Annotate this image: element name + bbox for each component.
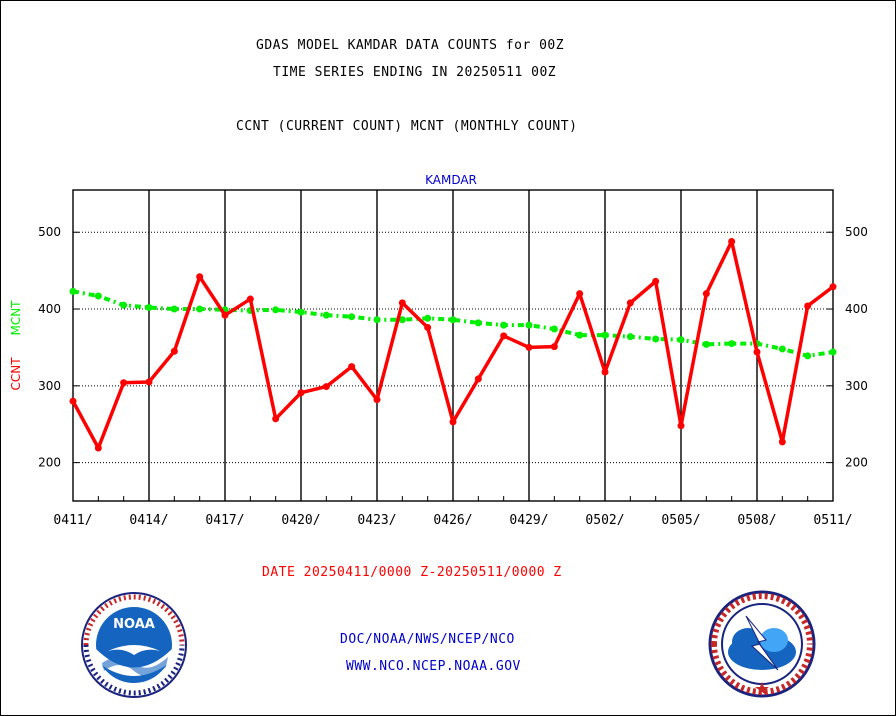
y-axis-labels: CCNT MCNT <box>9 300 23 391</box>
svg-text:NOAA: NOAA <box>113 617 155 632</box>
mcnt-point <box>145 303 153 311</box>
mcnt-point <box>69 287 77 295</box>
ccnt-point <box>170 347 178 355</box>
y-axis-label-ccnt: CCNT <box>9 357 23 391</box>
ccnt-point <box>69 397 77 405</box>
mcnt-point <box>829 348 837 356</box>
mcnt-point <box>297 308 305 316</box>
mcnt-point <box>550 325 558 333</box>
ccnt-point <box>576 290 584 298</box>
ccnt-point <box>221 311 229 319</box>
y-tick-label-left: 200 <box>38 456 61 470</box>
ccnt-point <box>120 379 128 387</box>
x-tick-label: 0411/ <box>53 513 92 528</box>
ccnt-point <box>94 444 102 452</box>
mcnt-point <box>652 335 660 343</box>
ccnt-point <box>145 378 153 386</box>
org-path-label: DOC/NOAA/NWS/NCEP/NCO <box>340 632 515 647</box>
ccnt-point <box>829 283 837 291</box>
x-tick-label: 0505/ <box>661 513 700 528</box>
national-weather-service-logo-icon <box>708 590 816 698</box>
y-axis-label-mcnt: MCNT <box>9 300 23 336</box>
ccnt-point <box>728 237 736 245</box>
x-tick-label: 0423/ <box>357 513 396 528</box>
mcnt-point <box>778 345 786 353</box>
mcnt-point <box>398 316 406 324</box>
ccnt-point <box>525 343 533 351</box>
ccnt-point <box>348 363 356 371</box>
mcnt-point <box>728 340 736 348</box>
chart-title-line1: GDAS MODEL KAMDAR DATA COUNTS for 00Z <box>256 38 565 53</box>
mcnt-point <box>272 306 280 314</box>
mcnt-point <box>626 333 634 341</box>
ccnt-point <box>449 418 457 426</box>
mcnt-point <box>449 316 457 324</box>
mcnt-point <box>500 321 508 329</box>
x-tick-label: 0502/ <box>585 513 624 528</box>
x-tick-label: 0426/ <box>433 513 472 528</box>
station-label: KAMDAR <box>425 173 477 187</box>
ccnt-point <box>500 332 508 340</box>
ccnt-point <box>398 299 406 307</box>
ccnt-point <box>677 422 685 430</box>
x-tick-label: 0508/ <box>737 513 776 528</box>
x-tick-label: 0511/ <box>813 513 852 528</box>
ccnt-point <box>702 290 710 298</box>
y-tick-label-left: 300 <box>38 379 61 393</box>
mcnt-point <box>702 340 710 348</box>
mcnt-point <box>348 313 356 321</box>
ccnt-point <box>196 273 204 281</box>
mcnt-point <box>196 305 204 313</box>
ccnt-point <box>373 396 381 404</box>
y-tick-label-right: 500 <box>845 225 868 239</box>
chart-title-line2: TIME SERIES ENDING IN 20250511 00Z <box>273 65 557 80</box>
ccnt-point <box>424 323 432 331</box>
ccnt-point <box>804 302 812 310</box>
x-tick-label: 0420/ <box>281 513 320 528</box>
mcnt-point <box>120 301 128 309</box>
plot-frame <box>72 189 834 502</box>
ccnt-point <box>474 375 482 383</box>
date-range-label: DATE 20250411/0000 Z-20250511/0000 Z <box>262 565 562 580</box>
ccnt-point <box>626 299 634 307</box>
x-tick-label: 0417/ <box>205 513 244 528</box>
mcnt-point <box>322 311 330 319</box>
website-label: WWW.NCO.NCEP.NOAA.GOV <box>346 659 521 674</box>
mcnt-point <box>804 352 812 360</box>
y-tick-label-left: 500 <box>38 225 61 239</box>
mcnt-point <box>373 316 381 324</box>
mcnt-point <box>474 319 482 327</box>
x-tick-label: 0414/ <box>129 513 168 528</box>
ccnt-point <box>297 389 305 397</box>
mcnt-point <box>601 331 609 339</box>
ccnt-point <box>550 343 558 351</box>
mcnt-point <box>170 305 178 313</box>
chart-title-line3: CCNT (CURRENT COUNT) MCNT (MONTHLY COUNT… <box>236 119 578 134</box>
ccnt-point <box>246 295 254 303</box>
ccnt-point <box>272 415 280 423</box>
ccnt-point <box>753 348 761 356</box>
ccnt-point <box>322 383 330 391</box>
ccnt-point <box>601 368 609 376</box>
mcnt-point <box>94 292 102 300</box>
mcnt-point <box>525 321 533 329</box>
x-tick-label: 0429/ <box>509 513 548 528</box>
mcnt-point <box>677 336 685 344</box>
noaa-logo-icon: NOAA <box>81 592 187 698</box>
mcnt-point <box>576 331 584 339</box>
y-tick-label-right: 200 <box>845 456 868 470</box>
mcnt-point <box>424 314 432 322</box>
y-tick-label-right: 400 <box>845 302 868 316</box>
ccnt-point <box>778 438 786 446</box>
y-tick-label-left: 400 <box>38 302 61 316</box>
y-tick-label-right: 300 <box>845 379 868 393</box>
ccnt-point <box>652 277 660 285</box>
